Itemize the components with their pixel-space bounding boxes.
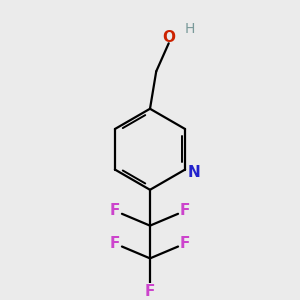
Text: F: F <box>180 203 190 218</box>
Text: F: F <box>110 203 120 218</box>
Text: F: F <box>110 236 120 251</box>
Text: F: F <box>145 284 155 298</box>
Text: F: F <box>180 236 190 251</box>
Text: N: N <box>188 165 201 180</box>
Text: O: O <box>162 30 175 45</box>
Text: H: H <box>184 22 195 36</box>
